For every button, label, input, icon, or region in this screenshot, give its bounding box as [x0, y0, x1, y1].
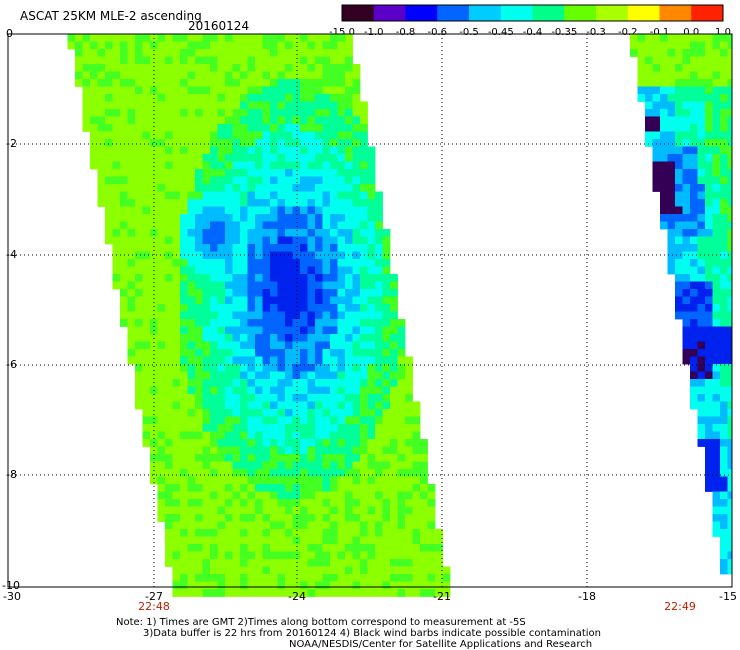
colorbar-label: 1.0	[715, 27, 731, 38]
colorbar-label: -0.6	[427, 27, 448, 38]
map-title: ASCAT 25KM MLE-2 ascending	[20, 9, 202, 23]
colorbar-cell	[691, 5, 724, 21]
y-tick-6: -6	[6, 358, 17, 371]
x-tick-30: -30	[3, 590, 21, 603]
swath-time-right: 22:49	[664, 600, 696, 613]
colorbar-label: -0.4	[522, 27, 543, 38]
y-tick-4: -4	[6, 248, 17, 261]
x-tick-21: -21	[433, 590, 451, 603]
colorbar-cell	[405, 5, 438, 21]
colorbar-cell	[342, 5, 375, 21]
colorbar-cell	[500, 5, 533, 21]
note-line-1: Note: 1) Times are GMT 2)Times along bot…	[116, 617, 526, 628]
map-date: 20160124	[188, 19, 250, 33]
colorbar-label: -1.0	[363, 27, 384, 38]
colorbar-cell	[373, 5, 406, 21]
colorbar-cell	[659, 5, 692, 21]
note-line-2: 3)Data buffer is 22 hrs from 20160124 4)…	[143, 628, 601, 639]
colorbar-label: -0.3	[586, 27, 606, 38]
colorbar-cell	[627, 5, 660, 21]
y-tick-2: -2	[6, 137, 17, 150]
colorbar-cell	[596, 5, 629, 21]
colorbar-label: -15.0	[329, 27, 355, 38]
note-line-3: NOAA/NESDIS/Center for Satellite Applica…	[289, 639, 593, 650]
colorbar-cell	[564, 5, 597, 21]
colorbar-label: 0.0	[683, 27, 700, 38]
colorbar-label: -0.5	[459, 27, 479, 38]
colorbar-label: -0.2	[617, 27, 638, 38]
colorbar-label: -0.1	[649, 27, 670, 38]
colorbar-cell	[469, 5, 502, 21]
x-tick-15: -15	[719, 590, 737, 603]
colorbar-label: -0.45	[487, 27, 514, 38]
y-tick-8: -8	[6, 468, 17, 481]
x-tick-18: -18	[578, 590, 596, 603]
swath-time-left: 22:48	[138, 600, 170, 613]
colorbar-cell	[532, 5, 565, 21]
y-tick-10: -10	[2, 579, 20, 592]
x-tick-24: -24	[288, 590, 306, 603]
colorbar-label: -0.8	[395, 27, 416, 38]
colorbar	[341, 4, 724, 22]
y-tick-0: 0	[6, 27, 13, 40]
colorbar-label: -0.35	[551, 27, 578, 38]
colorbar-cell	[437, 5, 470, 21]
x-tick-27: -27	[145, 590, 163, 603]
